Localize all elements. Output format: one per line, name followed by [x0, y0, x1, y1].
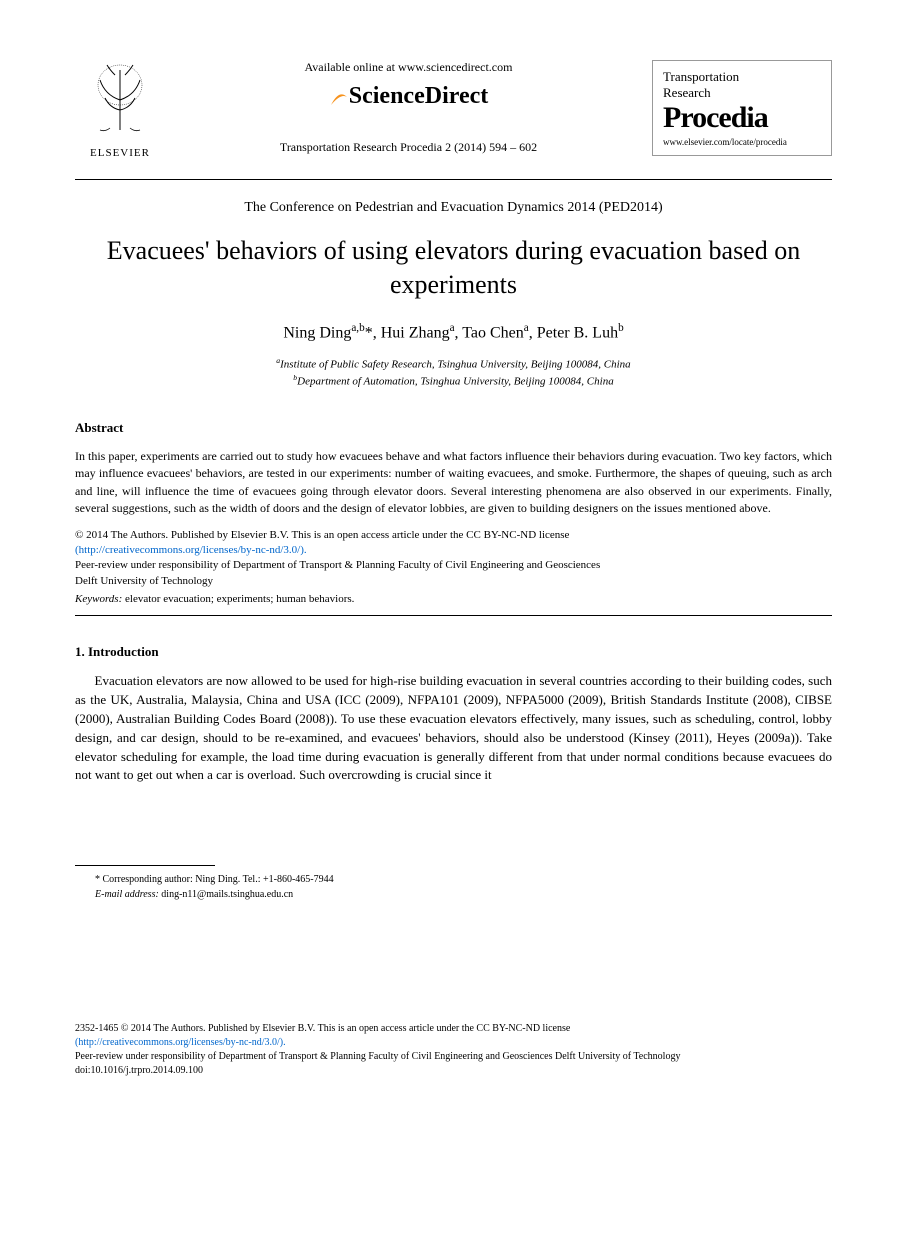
trp-procedia: Procedia	[663, 103, 821, 133]
affiliations: aInstitute of Public Safety Research, Ts…	[75, 356, 832, 390]
intro-paragraph: Evacuation elevators are now allowed to …	[75, 672, 832, 785]
elsevier-logo-block: ELSEVIER	[75, 60, 165, 159]
email-address: ding-n11@mails.tsinghua.edu.cn	[159, 889, 293, 900]
header-rule	[75, 179, 832, 180]
peer-review-line-1: Peer-review under responsibility of Depa…	[75, 559, 600, 571]
elsevier-label: ELSEVIER	[75, 147, 165, 159]
affiliation-b: bDepartment of Automation, Tsinghua Univ…	[75, 373, 832, 390]
elsevier-tree-icon	[85, 60, 155, 140]
author-1-sup: a,b	[351, 322, 364, 334]
section-1-heading: 1. Introduction	[75, 644, 832, 660]
author-3: , Tao Chen	[455, 324, 524, 341]
footnote-block: * Corresponding author: Ning Ding. Tel.:…	[75, 872, 832, 902]
author-1-star: *	[365, 324, 373, 341]
footer-peer-review: Peer-review under responsibility of Depa…	[75, 1050, 832, 1064]
affil-a-text: Institute of Public Safety Research, Tsi…	[280, 359, 631, 371]
abstract-rule	[75, 615, 832, 616]
footer-block: 2352-1465 © 2014 The Authors. Published …	[75, 1022, 832, 1078]
paper-title: Evacuees' behaviors of using elevators d…	[75, 234, 832, 302]
journal-reference: Transportation Research Procedia 2 (2014…	[185, 140, 632, 155]
authors-line: Ning Dinga,b*, Hui Zhanga, Tao Chena, Pe…	[75, 322, 832, 342]
sd-text-direct: Direct	[425, 83, 489, 109]
header-row: ELSEVIER Available online at www.science…	[75, 60, 832, 159]
footer-issn: 2352-1465 © 2014 The Authors. Published …	[75, 1022, 832, 1036]
email-line: E-mail address: ding-n11@mails.tsinghua.…	[95, 887, 832, 902]
author-1: Ning Ding	[283, 324, 351, 341]
center-header: Available online at www.sciencedirect.co…	[165, 60, 652, 155]
trp-research: Research	[663, 85, 821, 101]
author-4: , Peter B. Luh	[529, 324, 618, 341]
license-link[interactable]: (http://creativecommons.org/licenses/by-…	[75, 544, 307, 556]
email-label: E-mail address:	[95, 889, 159, 900]
abstract-heading: Abstract	[75, 420, 832, 436]
available-online-text: Available online at www.sciencedirect.co…	[185, 60, 632, 75]
author-4-sup: b	[618, 322, 624, 334]
footer-doi: doi:10.1016/j.trpro.2014.09.100	[75, 1064, 832, 1078]
author-2: , Hui Zhang	[373, 324, 450, 341]
peer-review-line-2: Delft University of Technology	[75, 575, 213, 587]
footnote-separator	[75, 865, 215, 866]
trp-transportation: Transportation	[663, 69, 821, 85]
trp-url: www.elsevier.com/locate/procedia	[663, 137, 821, 147]
footer-license-link[interactable]: (http://creativecommons.org/licenses/by-…	[75, 1037, 286, 1048]
affiliation-a: aInstitute of Public Safety Research, Ts…	[75, 356, 832, 373]
affil-b-text: Department of Automation, Tsinghua Unive…	[297, 376, 614, 388]
copyright-block: © 2014 The Authors. Published by Elsevie…	[75, 528, 832, 590]
sd-swoosh-icon	[329, 87, 349, 107]
sciencedirect-logo: ScienceDirect	[185, 83, 632, 110]
keywords-line: Keywords: elevator evacuation; experimen…	[75, 593, 832, 605]
conference-name: The Conference on Pedestrian and Evacuat…	[75, 200, 832, 216]
sd-text-science: Science	[349, 83, 425, 109]
corresponding-author: * Corresponding author: Ning Ding. Tel.:…	[95, 872, 832, 887]
keywords-label: Keywords:	[75, 593, 122, 605]
copyright-line: © 2014 The Authors. Published by Elsevie…	[75, 529, 569, 541]
keywords-text: elevator evacuation; experiments; human …	[122, 593, 354, 605]
abstract-body: In this paper, experiments are carried o…	[75, 448, 832, 518]
procedia-logo-box: Transportation Research Procedia www.els…	[652, 60, 832, 156]
